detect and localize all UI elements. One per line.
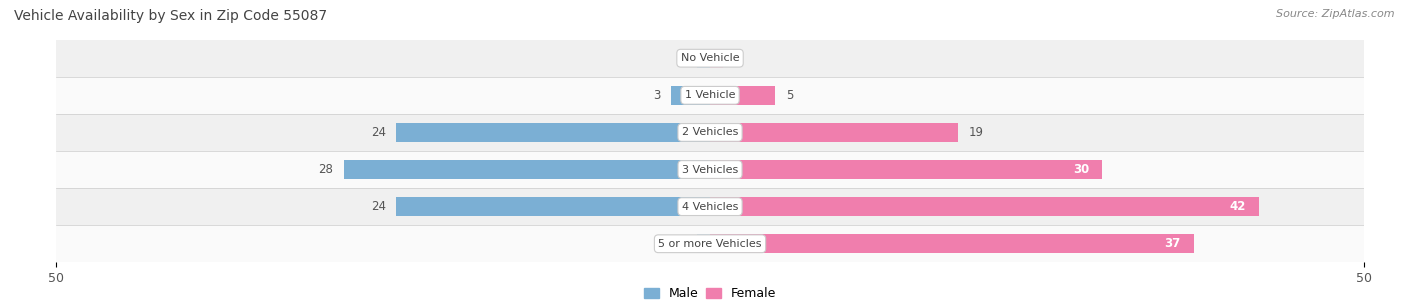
Text: 24: 24: [371, 126, 385, 139]
Text: 30: 30: [1073, 163, 1090, 176]
Bar: [710, 123, 959, 142]
Bar: [396, 197, 710, 216]
Bar: [710, 197, 1260, 216]
Text: 24: 24: [371, 200, 385, 213]
Text: 5 or more Vehicles: 5 or more Vehicles: [658, 239, 762, 249]
Bar: [56, 188, 1364, 225]
Bar: [710, 160, 1102, 179]
Legend: Male, Female: Male, Female: [638, 282, 782, 305]
Text: No Vehicle: No Vehicle: [681, 53, 740, 63]
Text: 5: 5: [786, 89, 793, 102]
Text: 37: 37: [1164, 237, 1181, 250]
Text: 2 Vehicles: 2 Vehicles: [682, 127, 738, 138]
Text: 3 Vehicles: 3 Vehicles: [682, 164, 738, 174]
Bar: [56, 77, 1364, 114]
Bar: [56, 225, 1364, 262]
Text: 0: 0: [730, 52, 737, 65]
Text: 28: 28: [319, 163, 333, 176]
Bar: [56, 151, 1364, 188]
Text: 4 Vehicles: 4 Vehicles: [682, 202, 738, 212]
Text: Vehicle Availability by Sex in Zip Code 55087: Vehicle Availability by Sex in Zip Code …: [14, 9, 328, 23]
Bar: [56, 40, 1364, 77]
Bar: [710, 48, 723, 68]
Bar: [697, 48, 710, 68]
Bar: [344, 160, 710, 179]
Text: 0: 0: [683, 237, 690, 250]
Text: 0: 0: [683, 52, 690, 65]
Text: 1 Vehicle: 1 Vehicle: [685, 90, 735, 100]
Bar: [697, 234, 710, 253]
Bar: [710, 86, 776, 105]
Text: Source: ZipAtlas.com: Source: ZipAtlas.com: [1277, 9, 1395, 19]
Text: 42: 42: [1230, 200, 1246, 213]
Bar: [710, 234, 1194, 253]
Bar: [396, 123, 710, 142]
Text: 3: 3: [652, 89, 661, 102]
Text: 19: 19: [969, 126, 984, 139]
Bar: [671, 86, 710, 105]
Bar: [56, 114, 1364, 151]
